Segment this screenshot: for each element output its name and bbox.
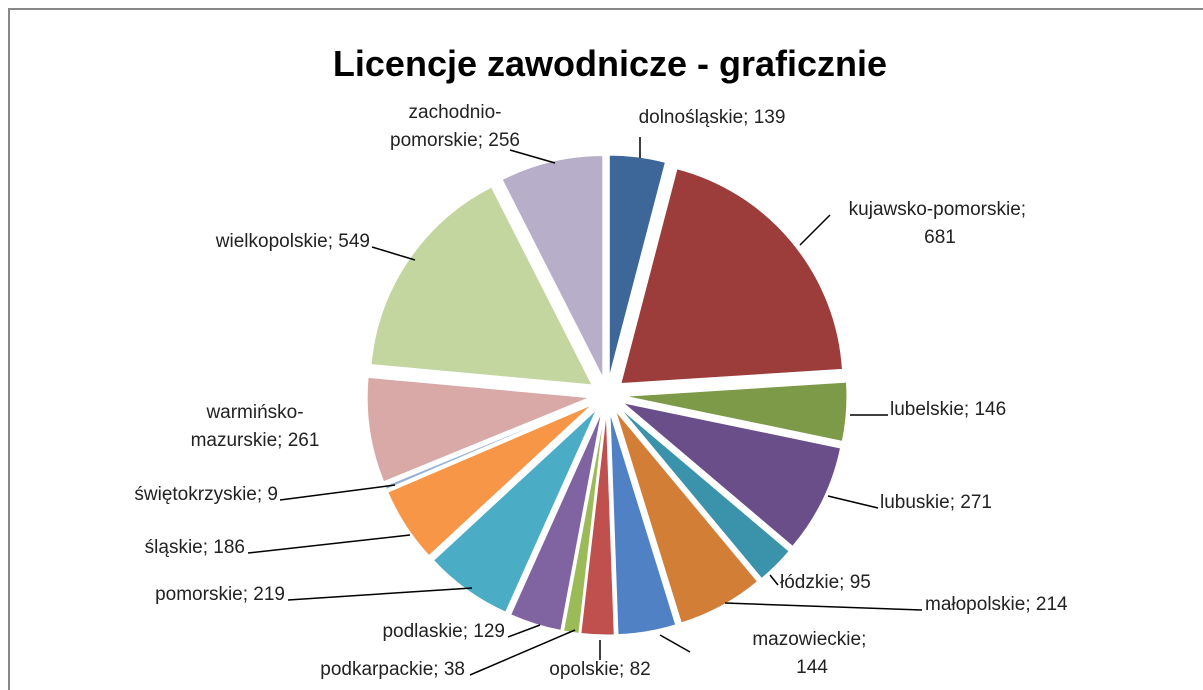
- data-label: warmińsko-mazurskie; 261: [191, 402, 320, 451]
- chart-title: Licencje zawodnicze - graficznie: [333, 43, 887, 84]
- leader-line: [724, 602, 923, 611]
- data-label: świętokrzyskie; 9: [134, 484, 278, 505]
- data-label: podkarpackie; 38: [320, 659, 465, 680]
- data-label: pomorskie; 219: [155, 584, 285, 605]
- label-line: 681: [924, 227, 956, 248]
- data-label: śląskie; 186: [145, 537, 245, 558]
- pie-slice: [609, 412, 677, 636]
- leader-line: [287, 587, 473, 601]
- leader-line: [247, 534, 411, 554]
- label-line: zachodnio-: [409, 102, 502, 123]
- leader-line: [469, 629, 576, 676]
- label-line: 144: [796, 657, 828, 678]
- pie-slice: [624, 381, 848, 442]
- pie-slice: [615, 410, 759, 624]
- leader-line: [509, 149, 556, 164]
- leader-line: [827, 495, 879, 509]
- data-label: mazowieckie; 144: [752, 629, 871, 678]
- data-label: małopolskie; 214: [925, 594, 1068, 615]
- data-label: zachodnio-pomorskie; 256: [390, 102, 520, 151]
- data-label: dolnośląskie; 139: [639, 107, 786, 128]
- pie-slice: [580, 412, 615, 636]
- pie-slice: [620, 168, 843, 385]
- pie-slice: [619, 407, 790, 580]
- data-label: wielkopolskie; 549: [215, 231, 370, 252]
- label-line: warmińsko-: [205, 402, 303, 423]
- data-label: lubuskie; 271: [880, 492, 992, 513]
- pie-slice: [608, 154, 666, 378]
- leader-line: [799, 214, 831, 246]
- pie-slice: [387, 404, 593, 557]
- label-line: pomorskie; 256: [390, 130, 520, 151]
- label-line: mazowieckie;: [752, 629, 871, 650]
- leader-line: [769, 574, 779, 586]
- pie-slice: [366, 376, 590, 483]
- leader-line: [507, 624, 541, 638]
- data-label: lubelskie; 146: [890, 399, 1006, 420]
- leader-line: [279, 484, 396, 501]
- data-label: opolskie; 82: [549, 659, 650, 680]
- data-label: podlaskie; 129: [382, 621, 505, 642]
- data-label: kujawsko-pomorskie; 681: [849, 199, 1032, 248]
- pie-slice: [370, 186, 593, 386]
- pie-slice: [432, 409, 597, 613]
- data-label: łódzkie; 95: [780, 572, 871, 593]
- leader-line: [659, 634, 691, 653]
- leader-line: [371, 246, 416, 261]
- label-line: mazurskie; 261: [191, 430, 320, 451]
- pie-slice: [622, 402, 842, 548]
- label-line: kujawsko-pomorskie;: [849, 199, 1032, 220]
- pie-slice: [510, 411, 603, 631]
